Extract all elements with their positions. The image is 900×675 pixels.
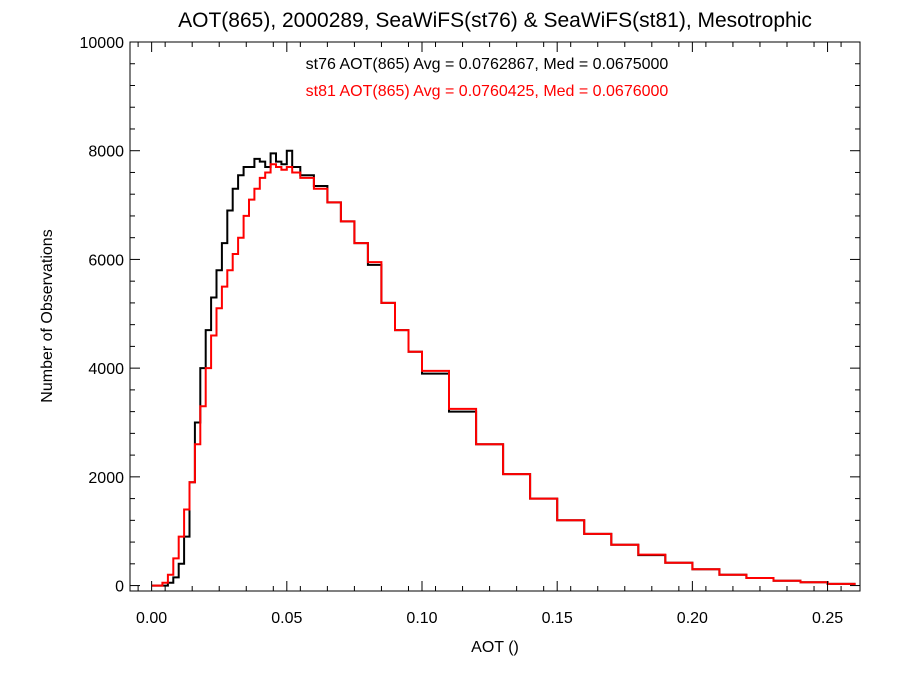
plot-frame — [129, 41, 861, 592]
chart-title: AOT(865), 2000289, SeaWiFS(st76) & SeaWi… — [178, 9, 812, 32]
x-tick-label: 0.05 — [271, 610, 302, 627]
y-tick-label: 4000 — [88, 361, 124, 378]
series-layer — [151, 149, 856, 587]
annotation-st76: st76 AOT(865) Avg = 0.0762867, Med = 0.0… — [306, 56, 669, 73]
y-axis-label: Number of Observations — [39, 229, 56, 402]
x-tick-label: 0.10 — [406, 610, 437, 627]
series-line-st81 — [151, 163, 856, 587]
y-tick-label: 2000 — [88, 470, 124, 487]
y-tick-label: 0 — [115, 579, 124, 596]
x-tick-label: 0.00 — [136, 610, 167, 627]
axis-layer: 0.00 0.05 0.10 0.15 0.20 0.25 0 2000 4000 6000 800… — [80, 35, 860, 627]
y-tick-label: 10000 — [80, 35, 125, 52]
y-tick-label: 6000 — [88, 252, 124, 269]
annotation-st81: st81 AOT(865) Avg = 0.0760425, Med = 0.0… — [306, 83, 669, 100]
y-tick-label: 8000 — [88, 144, 124, 161]
x-tick-label: 0.25 — [812, 610, 843, 627]
series-line-st76 — [151, 149, 856, 587]
x-axis-label: AOT () — [471, 639, 519, 656]
x-tick-label: 0.15 — [542, 610, 573, 627]
x-tick-label: 0.20 — [677, 610, 708, 627]
